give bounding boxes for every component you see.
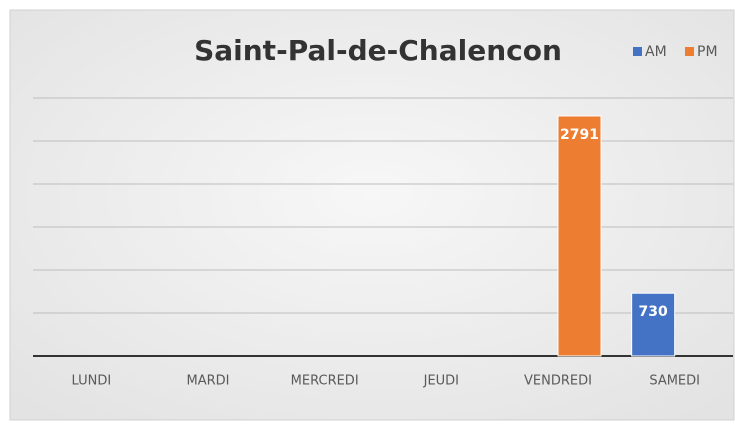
x-tick-label: LUNDI (71, 374, 111, 389)
legend-swatch (685, 47, 694, 56)
x-tick-label: JEUDI (423, 374, 459, 389)
legend-swatch (633, 47, 642, 56)
chart-background (9, 9, 735, 421)
data-label: 730 (639, 304, 668, 320)
x-tick-label: MERCREDI (291, 374, 359, 389)
bar (631, 292, 676, 357)
legend-label: AM (645, 44, 667, 60)
legend: AM PM (633, 44, 718, 60)
x-tick-label: VENDREDI (524, 374, 592, 389)
chart-title: Saint-Pal-de-Chalencon (194, 34, 562, 67)
x-tick-label: MARDI (187, 374, 230, 389)
legend-label: PM (697, 44, 718, 60)
bar (557, 115, 602, 357)
data-label: 2791 (560, 127, 599, 143)
x-tick-label: SAMEDI (649, 374, 700, 389)
